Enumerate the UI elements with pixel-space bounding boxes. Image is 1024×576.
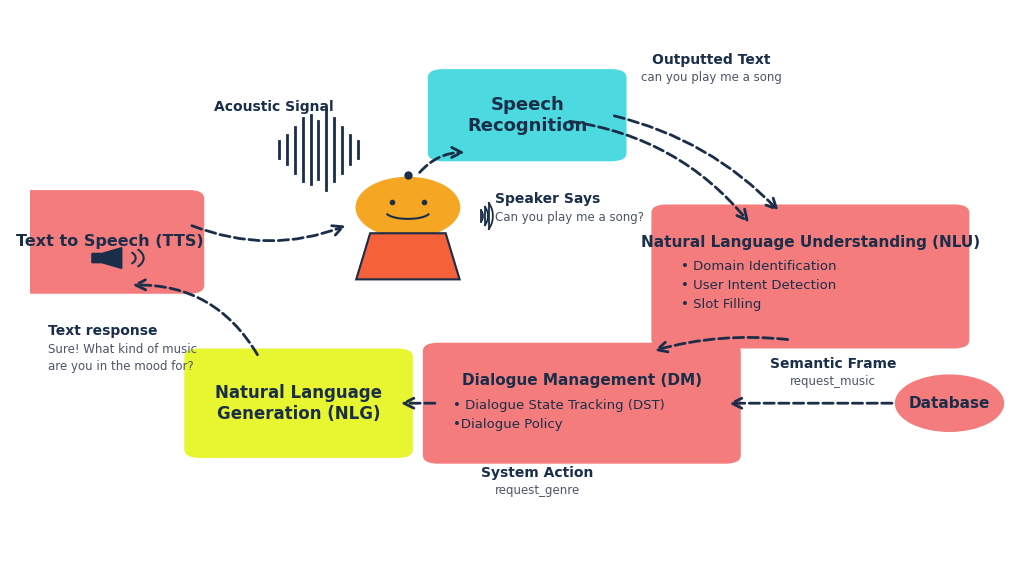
- Text: can you play me a song: can you play me a song: [641, 71, 781, 84]
- Polygon shape: [92, 248, 122, 268]
- Text: are you in the mood for?: are you in the mood for?: [48, 361, 194, 373]
- Text: request_music: request_music: [791, 375, 877, 388]
- Text: Speech
Recognition: Speech Recognition: [467, 96, 588, 135]
- Ellipse shape: [895, 374, 1005, 432]
- Text: Natural Language
Generation (NLG): Natural Language Generation (NLG): [215, 384, 382, 423]
- FancyBboxPatch shape: [428, 69, 627, 161]
- Text: • Domain Identification: • Domain Identification: [681, 260, 837, 274]
- Text: request_genre: request_genre: [495, 484, 580, 497]
- Text: • Slot Filling: • Slot Filling: [681, 298, 762, 312]
- Circle shape: [356, 177, 460, 237]
- Text: • Dialogue State Tracking (DST): • Dialogue State Tracking (DST): [453, 399, 665, 412]
- Text: Can you play me a song?: Can you play me a song?: [496, 211, 644, 224]
- Text: • User Intent Detection: • User Intent Detection: [681, 279, 837, 293]
- FancyBboxPatch shape: [15, 190, 204, 294]
- FancyBboxPatch shape: [423, 343, 740, 464]
- Text: Sure! What kind of music: Sure! What kind of music: [48, 343, 198, 356]
- Text: System Action: System Action: [481, 467, 593, 480]
- Text: Text response: Text response: [48, 324, 158, 338]
- Text: Text to Speech (TTS): Text to Speech (TTS): [16, 234, 204, 249]
- Text: •Dialogue Policy: •Dialogue Policy: [453, 418, 562, 431]
- Text: Acoustic Signal: Acoustic Signal: [214, 100, 334, 113]
- Text: Semantic Frame: Semantic Frame: [770, 357, 896, 371]
- Text: Database: Database: [908, 396, 990, 411]
- FancyBboxPatch shape: [184, 348, 413, 458]
- Text: Speaker Says: Speaker Says: [496, 192, 601, 206]
- Text: Natural Language Understanding (NLU): Natural Language Understanding (NLU): [641, 235, 980, 250]
- Text: Dialogue Management (DM): Dialogue Management (DM): [462, 373, 701, 388]
- Polygon shape: [356, 233, 460, 279]
- FancyBboxPatch shape: [651, 204, 970, 348]
- Text: Outputted Text: Outputted Text: [651, 54, 770, 67]
